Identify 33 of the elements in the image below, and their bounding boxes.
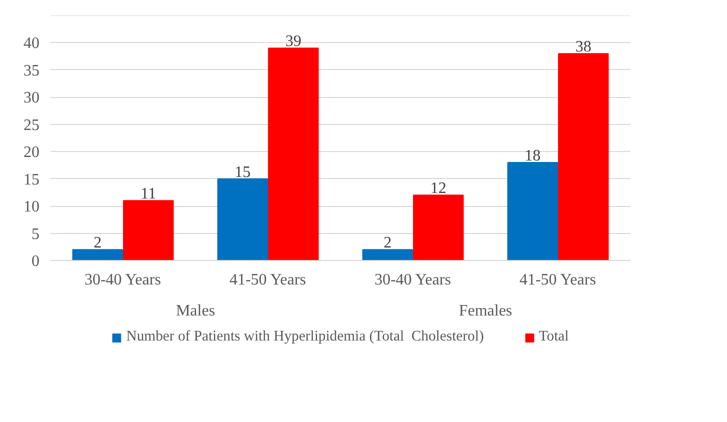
- data-label: 2: [384, 234, 392, 252]
- y-tick-label: 25: [24, 116, 40, 134]
- bar: [558, 53, 609, 260]
- y-tick-label: 20: [24, 144, 40, 162]
- data-label: 11: [140, 186, 156, 203]
- y-tick-label: 10: [24, 198, 40, 216]
- y-tick-label: 5: [32, 226, 40, 243]
- bar: [72, 249, 123, 260]
- y-tick-label: 40: [24, 35, 40, 52]
- legend-label: Total: [538, 328, 569, 346]
- text: Males: [176, 302, 216, 320]
- bar: [362, 249, 413, 260]
- bar: [217, 178, 268, 260]
- x-tick-label: 41-50 Years: [519, 272, 596, 288]
- data-label: 2: [94, 234, 102, 252]
- y-tick-label: 15: [24, 171, 40, 188]
- y-tick-label: 30: [24, 90, 40, 107]
- data-label: 38: [575, 38, 592, 56]
- x-tick-label: 41-50 Years: [229, 272, 306, 288]
- x-tick-label: 30-40 Years: [374, 272, 451, 288]
- x-tick-label: 30-40 Years: [84, 272, 161, 288]
- y-tick-label: 35: [24, 62, 40, 80]
- bar: [413, 194, 464, 260]
- legend-label: Number of Patients with Hyperlipidemia (Total Cholesterol): [126, 328, 484, 346]
- bar: [123, 200, 174, 260]
- data-label: 39: [285, 33, 302, 50]
- data-label: 18: [524, 148, 541, 164]
- y-tick-label: 0: [32, 253, 40, 270]
- data-label: 15: [234, 164, 251, 181]
- bar: [268, 48, 319, 260]
- bar: [507, 162, 558, 260]
- text: Females: [458, 302, 512, 320]
- data-label: 12: [430, 180, 446, 198]
